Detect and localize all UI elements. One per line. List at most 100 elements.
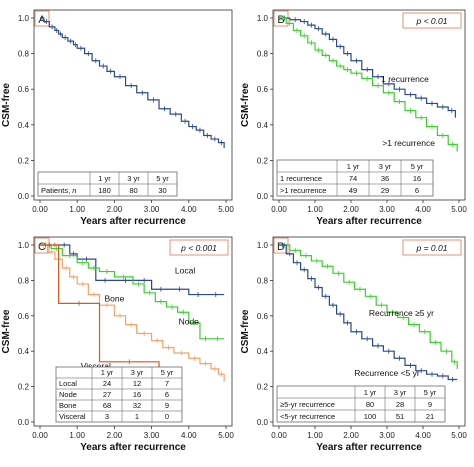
table-row-label: <5-yr recurrence <box>280 412 335 421</box>
series-annotation: Recurrence ≥5 yr <box>369 308 434 318</box>
table-cell: 68 <box>103 401 111 410</box>
y-tick-label: 1.0 <box>18 241 30 250</box>
table-cell: 32 <box>133 401 141 410</box>
table-row-label: Local <box>59 379 77 388</box>
table-header: 5 yr <box>156 174 169 183</box>
x-tick-label: 4.00 <box>415 205 431 214</box>
y-tick-label: 0.8 <box>257 276 269 285</box>
at-risk-table: 1 yr 3 yr 5 yr Local 24 12 7 Node 27 16 6 Bone 68 32 9… <box>55 366 183 423</box>
table-cell: 180 <box>98 186 111 195</box>
p-value: p < 0.01 <box>416 16 448 26</box>
km-curve-1-recurrence <box>279 17 456 118</box>
y-tick-label: 0.8 <box>257 50 269 59</box>
panel-label: D <box>277 241 285 253</box>
series-annotation: Visceral <box>81 361 111 371</box>
x-tick-label: 2.00 <box>107 205 123 214</box>
y-tick-label: 0.4 <box>18 347 30 356</box>
table-cell: 9 <box>428 400 432 409</box>
y-tick-label: 0.0 <box>18 192 30 201</box>
panel-d: 0.0 0.2 0.4 0.6 0.8 1.0 0.00 1.00 2.00 3.00 4.00 5.… <box>240 236 467 453</box>
table-cell: 3 <box>105 412 109 421</box>
panel-label: C <box>38 241 46 253</box>
series-annotation: Local <box>175 265 195 275</box>
panel-a: 0.0 0.2 0.4 0.6 0.8 1.0 0.00 1.00 2.00 3.00 4.00 5.… <box>1 9 234 227</box>
table-header: 5 yr <box>411 162 424 171</box>
y-tick-label: 0.4 <box>18 121 30 130</box>
panel-b: 0.0 0.2 0.4 0.6 0.8 1.0 0.00 1.00 2.00 3.00 4.00 5.… <box>240 9 467 227</box>
table-header: 3 yr <box>379 162 392 171</box>
table-cell: 24 <box>103 379 111 388</box>
at-risk-table: 1 yr 3 yr 5 yr ≥5-yr recurrence 80 28 9 <5-yr r… <box>276 385 446 423</box>
y-tick-label: 0.6 <box>18 312 30 321</box>
table-header: 1 yr <box>101 368 114 377</box>
y-axis-label: CSM-free <box>240 309 251 353</box>
table-cell: 29 <box>381 186 389 195</box>
x-tick-label: 1.00 <box>307 431 323 440</box>
y-tick-label: 0.6 <box>18 85 30 94</box>
x-tick-label: 3.00 <box>144 431 160 440</box>
table-cell: 12 <box>133 379 141 388</box>
y-tick-label: 0.2 <box>257 383 269 392</box>
x-tick-label: 0.00 <box>32 431 48 440</box>
y-tick-label: 0.4 <box>257 121 269 130</box>
x-tick-label: 0.00 <box>271 431 287 440</box>
series-annotation: 1 recurrence <box>381 74 429 84</box>
x-tick-label: 1.00 <box>307 205 323 214</box>
table-cell: 21 <box>426 412 434 421</box>
y-axis-label: CSM-free <box>1 309 12 353</box>
x-axis-label: Years after recurrence <box>316 442 422 453</box>
y-tick-label: 1.0 <box>257 241 269 250</box>
x-tick-label: 5.00 <box>451 205 467 214</box>
x-tick-label: 5.00 <box>218 431 234 440</box>
km-curve-recurrence-5-yr <box>279 244 458 369</box>
at-risk-table: 1 yr 3 yr 5 yr Patients, n 180 80 30 <box>37 171 178 197</box>
y-tick-label: 0.2 <box>18 156 30 165</box>
series-annotation: Bone <box>104 294 124 304</box>
km-curve-node <box>40 244 225 340</box>
table-row-label: Visceral <box>59 412 86 421</box>
table-cell: 36 <box>381 174 389 183</box>
km-curve-bone <box>40 244 225 382</box>
y-tick-label: 0.8 <box>18 276 30 285</box>
table-header: 5 yr <box>161 368 174 377</box>
table-cell: 51 <box>396 412 404 421</box>
table-frame <box>276 159 434 197</box>
y-tick-label: 0.0 <box>257 418 269 427</box>
km-curve-overall <box>40 17 225 148</box>
table-row-label: ≥5-yr recurrence <box>280 400 335 409</box>
table-header: 5 yr <box>424 388 437 397</box>
p-value: p = 0.01 <box>416 243 448 253</box>
x-tick-label: 3.00 <box>379 205 395 214</box>
y-tick-label: 1.0 <box>18 14 30 23</box>
table-cell: 16 <box>413 174 421 183</box>
table-cell: 6 <box>165 390 169 399</box>
x-tick-label: 4.00 <box>181 205 197 214</box>
series-annotation: Recurrence <5 yr <box>354 368 420 378</box>
table-cell: 80 <box>366 400 374 409</box>
x-tick-label: 0.00 <box>32 205 48 214</box>
table-frame <box>276 385 446 423</box>
x-tick-label: 4.00 <box>415 431 431 440</box>
p-value-box <box>169 239 229 256</box>
x-tick-label: 1.00 <box>69 205 85 214</box>
y-tick-label: 0.2 <box>18 383 30 392</box>
table-header: 1 yr <box>98 174 111 183</box>
x-tick-label: 0.00 <box>271 205 287 214</box>
x-tick-label: 3.00 <box>144 205 160 214</box>
table-cell: 0 <box>165 412 169 421</box>
y-tick-label: 0.6 <box>257 312 269 321</box>
y-tick-label: 0.4 <box>257 347 269 356</box>
p-value-box <box>402 12 462 29</box>
table-row-label: Bone <box>59 401 77 410</box>
table-row-label: >1 recurrence <box>280 186 326 195</box>
y-axis-label: CSM-free <box>1 83 12 127</box>
x-axis-label: Years after recurrence <box>80 442 186 453</box>
x-axis-label: Years after recurrence <box>80 216 186 227</box>
panel-c: 0.0 0.2 0.4 0.6 0.8 1.0 0.00 1.00 2.00 3.00 4.00 5.… <box>1 236 234 453</box>
table-cell: 100 <box>364 412 377 421</box>
table-cell: 28 <box>396 400 404 409</box>
panel-label: A <box>38 14 46 26</box>
km-curve-local <box>40 244 225 296</box>
y-tick-label: 0.0 <box>257 192 269 201</box>
